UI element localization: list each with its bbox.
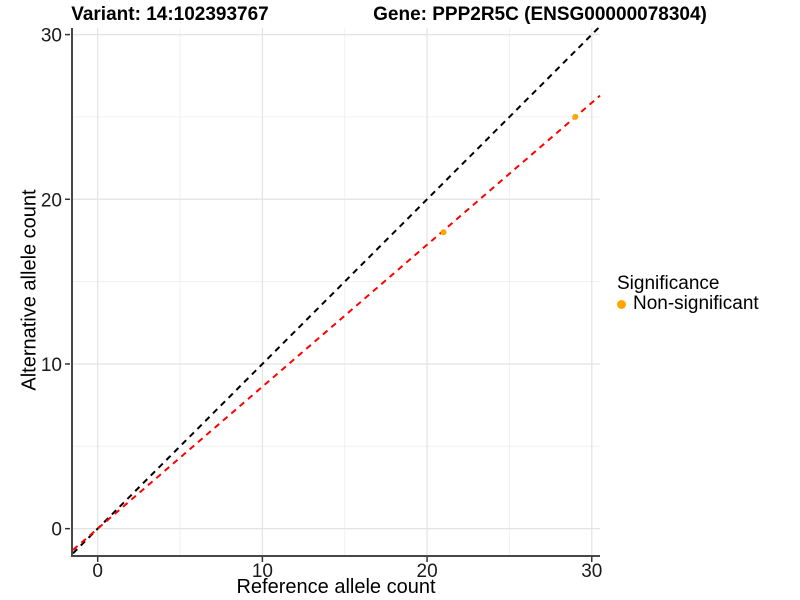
legend: Significance Non-significant — [617, 274, 759, 314]
data-point — [572, 113, 579, 120]
fit-line — [72, 94, 601, 551]
legend-item-label: Non-significant — [633, 293, 759, 314]
y-axis-label: Alternative allele count — [18, 189, 41, 391]
legend-item: Non-significant — [617, 294, 759, 314]
legend-dot-icon — [617, 299, 626, 309]
plot-title-variant: Variant: 14:102393767 — [71, 4, 269, 25]
plot-title-gene: Gene: PPP2R5C (ENSG00000078304) — [373, 4, 707, 25]
y-tick-label: 20 — [41, 190, 62, 211]
y-tick-label: 0 — [51, 520, 62, 541]
legend-title: Significance — [617, 273, 720, 294]
x-tick-label: 20 — [417, 561, 438, 582]
y-tick-label: 30 — [41, 26, 62, 47]
x-axis-label: Reference allele count — [236, 576, 436, 598]
data-point — [440, 229, 447, 236]
x-tick-label: 30 — [581, 561, 602, 582]
x-tick-label: 0 — [92, 561, 103, 582]
y-tick-label: 10 — [41, 355, 62, 376]
identity-line — [72, 27, 600, 555]
x-tick-label: 10 — [252, 561, 273, 582]
